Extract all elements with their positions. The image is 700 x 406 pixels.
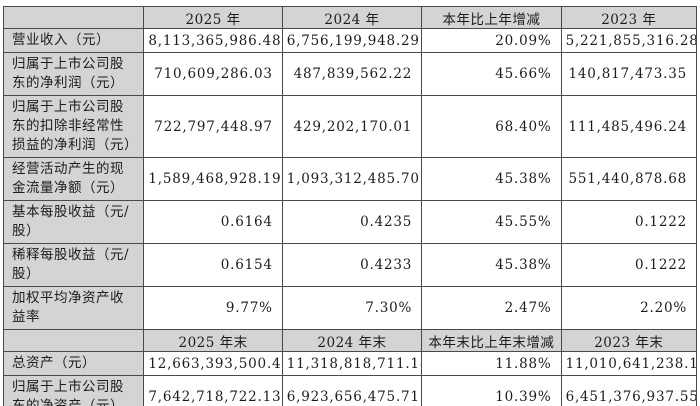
cell-2024-value: 0.4235 (281, 200, 423, 244)
cell-2023-value: 5,221,855,316.28 (560, 28, 698, 53)
cell-2025-value: 0.6154 (143, 243, 283, 287)
header-end-2023: 2023 年末 (560, 329, 698, 352)
cell-2024-value: 7.30% (281, 286, 423, 330)
cell-change-value: 45.38% (421, 243, 562, 287)
cell-2023-value: 2.20% (560, 286, 698, 330)
header-end-yoy-change: 本年末比上年末增减 (421, 329, 562, 352)
row-label: 营业收入（元） (2, 28, 145, 53)
row-operating-revenue: 营业收入（元） 8,113,365,986.48 6,756,199,948.2… (2, 28, 698, 53)
period-end-header-row: 2025 年末 2024 年末 本年末比上年末增减 2023 年末 (2, 329, 698, 352)
cell-2024-value: 6,923,656,475.71 (281, 375, 423, 406)
row-label: 总资产（元） (2, 351, 145, 376)
row-net-assets-attributable: 归属于上市公司股东的净资产（元） 7,642,718,722.13 6,923,… (2, 375, 698, 406)
cell-2025-value: 12,663,393,500.41 (143, 351, 283, 376)
cell-change-value: 11.88% (421, 351, 562, 376)
cell-2023-value: 551,440,878.68 (560, 157, 698, 201)
row-operating-cash-flow: 经营活动产生的现金流量净额（元） 1,589,468,928.19 1,093,… (2, 157, 698, 201)
row-basic-eps: 基本每股收益（元/股） 0.6164 0.4235 45.55% 0.1222 (2, 200, 698, 244)
cell-2024-value: 11,318,818,711.18 (281, 351, 423, 376)
header-empty-cell (2, 6, 145, 29)
header-year-2023: 2023 年 (560, 6, 698, 29)
row-label: 经营活动产生的现金流量净额（元） (2, 157, 145, 201)
header-end-2024: 2024 年末 (281, 329, 423, 352)
cell-2024-value: 487,839,562.22 (281, 52, 423, 96)
cell-2025-value: 710,609,286.03 (143, 52, 283, 96)
cell-change-value: 2.47% (421, 286, 562, 330)
header-year-2025: 2025 年 (143, 6, 283, 29)
header-year-2024: 2024 年 (281, 6, 423, 29)
cell-change-value: 20.09% (421, 28, 562, 53)
cell-change-value: 45.55% (421, 200, 562, 244)
cell-2025-value: 722,797,448.97 (143, 95, 283, 158)
cell-2025-value: 8,113,365,986.48 (143, 28, 283, 53)
cell-2023-value: 140,817,473.35 (560, 52, 698, 96)
row-net-profit-excl-nonrecurring: 归属于上市公司股东的扣除非经常性损益的净利润（元） 722,797,448.97… (2, 95, 698, 158)
cell-2025-value: 7,642,718,722.13 (143, 375, 283, 406)
cell-change-value: 10.39% (421, 375, 562, 406)
row-label: 稀释每股收益（元/股） (2, 243, 145, 287)
row-label: 基本每股收益（元/股） (2, 200, 145, 244)
header-empty-cell (2, 329, 145, 352)
row-label: 归属于上市公司股东的扣除非经常性损益的净利润（元） (2, 95, 145, 158)
row-label: 归属于上市公司股东的净利润（元） (2, 52, 145, 96)
cell-2023-value: 111,485,496.24 (560, 95, 698, 158)
period-header-row: 2025 年 2024 年 本年比上年增减 2023 年 (2, 6, 698, 29)
row-total-assets: 总资产（元） 12,663,393,500.41 11,318,818,711.… (2, 351, 698, 376)
cell-2023-value: 11,010,641,238.10 (560, 351, 698, 376)
cell-change-value: 45.38% (421, 157, 562, 201)
header-yoy-change: 本年比上年增减 (421, 6, 562, 29)
cell-2023-value: 6,451,376,937.55 (560, 375, 698, 406)
cell-2025-value: 0.6164 (143, 200, 283, 244)
cell-change-value: 45.66% (421, 52, 562, 96)
cell-2023-value: 0.1222 (560, 200, 698, 244)
cell-2024-value: 429,202,170.01 (281, 95, 423, 158)
cell-2024-value: 0.4233 (281, 243, 423, 287)
row-diluted-eps: 稀释每股收益（元/股） 0.6154 0.4233 45.38% 0.1222 (2, 243, 698, 287)
row-label: 归属于上市公司股东的净资产（元） (2, 375, 145, 406)
row-net-profit-attributable: 归属于上市公司股东的净利润（元） 710,609,286.03 487,839,… (2, 52, 698, 96)
row-label: 加权平均净资产收益率 (2, 286, 145, 330)
financial-summary-table: 2025 年 2024 年 本年比上年增减 2023 年 营业收入（元） 8,1… (2, 6, 698, 406)
cell-2024-value: 6,756,199,948.29 (281, 28, 423, 53)
row-weighted-avg-roe: 加权平均净资产收益率 9.77% 7.30% 2.47% 2.20% (2, 286, 698, 330)
cell-2024-value: 1,093,312,485.70 (281, 157, 423, 201)
cell-change-value: 68.40% (421, 95, 562, 158)
header-end-2025: 2025 年末 (143, 329, 283, 352)
cell-2025-value: 9.77% (143, 286, 283, 330)
cell-2023-value: 0.1222 (560, 243, 698, 287)
cell-2025-value: 1,589,468,928.19 (143, 157, 283, 201)
